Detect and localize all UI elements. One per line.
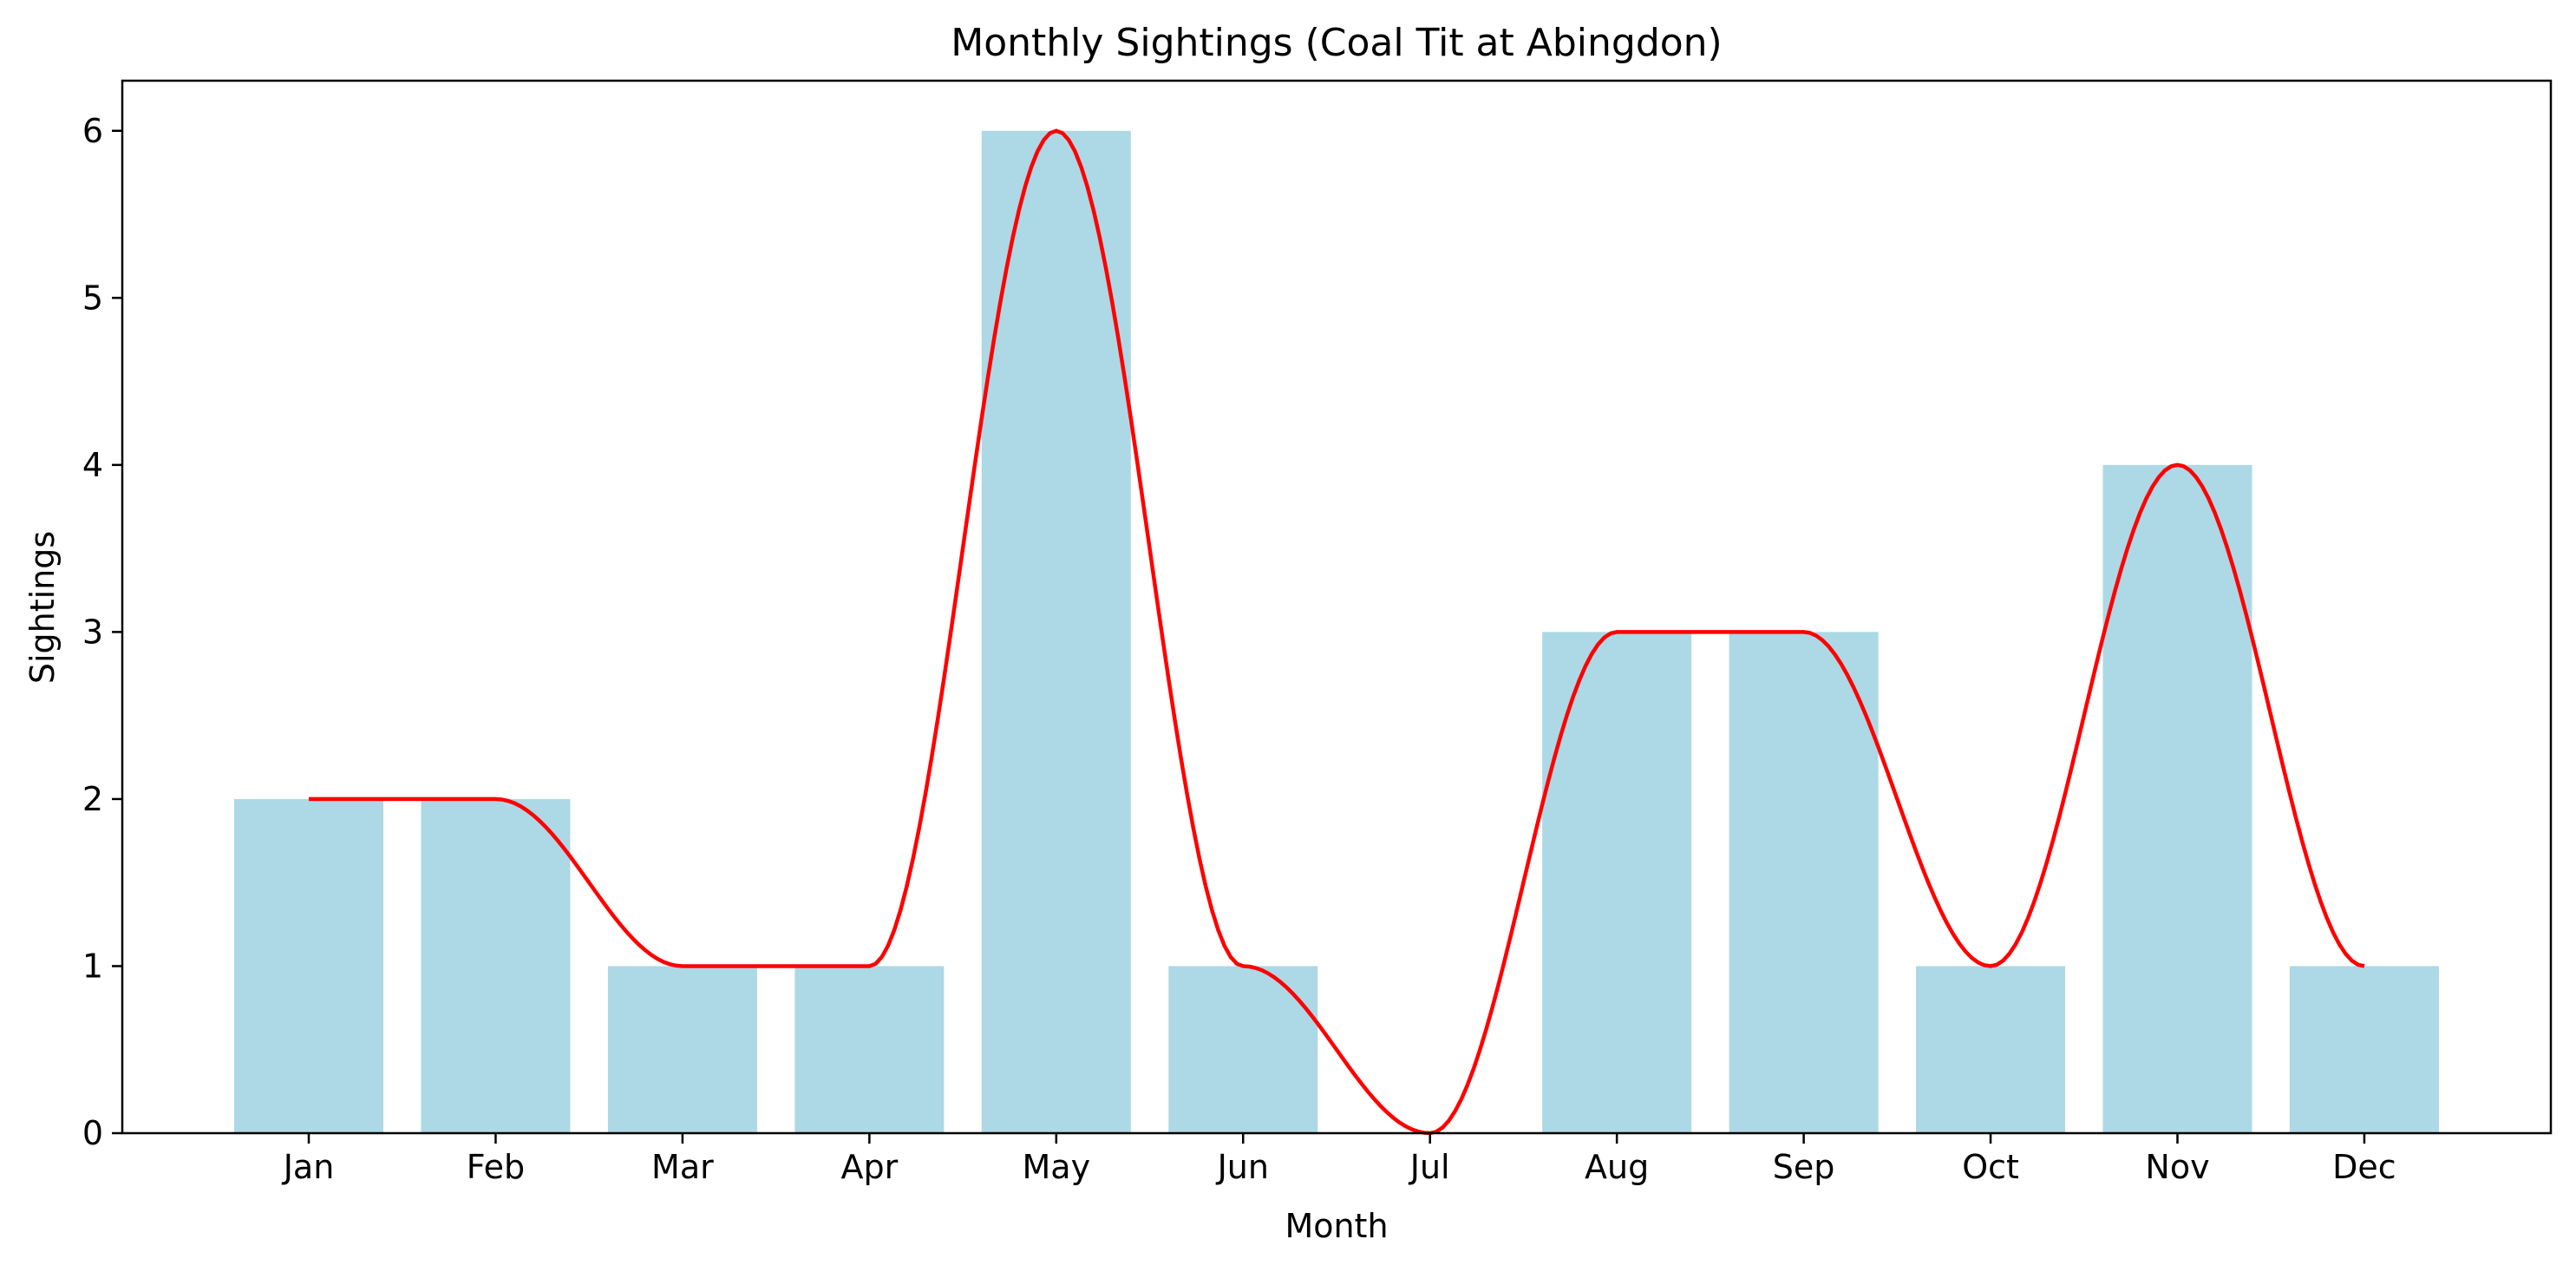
bar-jan (234, 798, 383, 1133)
bar-feb (421, 798, 571, 1133)
y-tick-label: 2 (82, 780, 103, 818)
bar-dec (2289, 966, 2439, 1133)
y-tick-label: 0 (82, 1114, 103, 1152)
x-axis-label: Month (1285, 1207, 1388, 1245)
trend-curve (309, 128, 2365, 1136)
x-tick-label-dec: Dec (2332, 1148, 2396, 1186)
x-tick-label-oct: Oct (1962, 1148, 2019, 1186)
x-tick-label-aug: Aug (1585, 1148, 1649, 1186)
y-tick-label: 5 (82, 279, 103, 317)
y-tick-label: 6 (82, 112, 103, 150)
bars-group (234, 130, 2439, 1133)
bar-sep (1729, 632, 1879, 1133)
x-tick-label-jan: Jan (282, 1148, 335, 1186)
bar-jun (1168, 966, 1318, 1133)
bar-nov (2102, 464, 2252, 1133)
y-tick-label: 3 (82, 613, 103, 651)
bar-oct (1916, 966, 2066, 1133)
trend-curve-group (309, 128, 2365, 1136)
bar-mar (607, 966, 757, 1133)
bar-may (981, 130, 1131, 1133)
y-axis-label: Sightings (23, 531, 62, 684)
x-tick-label-may: May (1023, 1148, 1091, 1186)
x-axis: Jan Feb Mar Apr May Jun Jul Aug Sep Oct Nov Dec (282, 1133, 2396, 1186)
y-tick-label: 1 (82, 947, 103, 985)
x-tick-label-nov: Nov (2145, 1148, 2209, 1186)
plot-frame (121, 79, 2553, 1135)
x-tick-label-sep: Sep (1773, 1148, 1835, 1186)
chart-title: Monthly Sightings (Coal Tit at Abingdon) (951, 21, 1722, 65)
x-tick-label-mar: Mar (651, 1148, 714, 1186)
x-tick-label-feb: Feb (467, 1148, 525, 1186)
y-axis: 0 1 2 3 4 5 6 (82, 112, 122, 1152)
bar-apr (794, 966, 945, 1133)
x-tick-label-apr: Apr (840, 1148, 898, 1186)
y-tick-label: 4 (82, 446, 103, 484)
x-tick-label-jun: Jun (1216, 1148, 1269, 1186)
x-tick-label-jul: Jul (1409, 1148, 1450, 1186)
bar-aug (1542, 632, 1692, 1133)
